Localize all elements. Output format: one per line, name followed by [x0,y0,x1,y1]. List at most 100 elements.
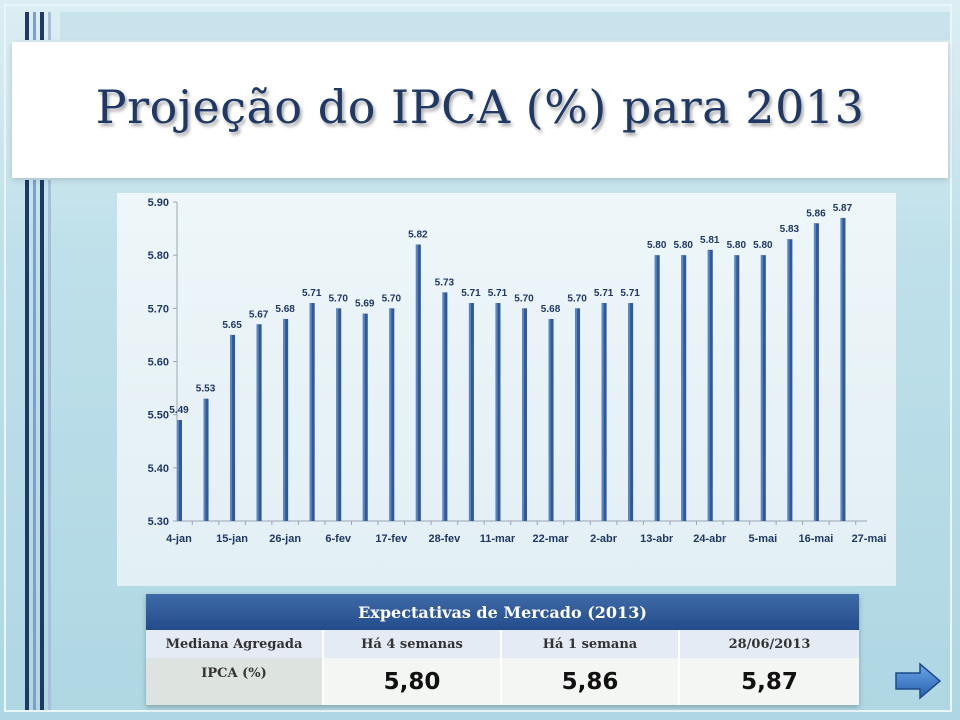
bar-highlight [442,292,445,521]
bar [389,308,395,521]
data-label: 5.82 [408,230,428,241]
bar-highlight [283,318,286,521]
data-label: 5.81 [700,235,720,246]
x-tick-label: 2-abr [590,533,618,545]
bar [575,308,581,521]
bar [813,223,819,521]
column-header: Há 1 semana [502,630,680,658]
bar-highlight [840,217,843,521]
decor-stripe [40,180,44,710]
data-label: 5.68 [541,304,561,315]
x-tick-label: 16-mai [798,533,833,545]
x-tick-label: 28-fev [428,533,461,545]
table-row: IPCA (%) 5,80 5,86 5,87 [146,658,859,705]
slide-title: Projeção do IPCA (%) para 2013 [95,80,865,134]
slide-frame [4,4,952,712]
bar [548,318,554,521]
bar-highlight [309,303,312,521]
bar [256,324,262,521]
bar-highlight [468,303,471,521]
data-label: 5.71 [488,288,508,299]
data-label: 5.70 [382,293,402,304]
table-column-headers: Mediana Agregada Há 4 semanas Há 1 seman… [146,630,859,658]
x-tick-label: 15-jan [216,533,248,545]
data-label: 5.83 [780,224,800,235]
bar-highlight [575,308,578,521]
bar [628,303,634,521]
x-tick-label: 5-mai [748,533,777,545]
decor-stripe [25,180,29,710]
bar [442,292,448,521]
bar-highlight [256,324,259,521]
y-tick-label: 5.50 [148,410,169,422]
decor-stripe [33,180,36,710]
data-label: 5.73 [435,277,455,288]
decor-stripe [60,12,950,40]
table-cell-value: 5,86 [502,658,680,705]
next-arrow-icon[interactable] [894,662,942,700]
bar [495,303,501,521]
bar [654,255,660,521]
ipca-bar-chart: 5.30 5.40 5.50 5.60 5.70 5.80 5.90 5.49 5.53 5.65… [148,197,887,545]
bar-highlight [787,239,790,521]
bar-highlight [813,223,816,521]
table-header: Expectativas de Mercado (2013) [146,594,859,630]
bar-highlight [203,398,206,521]
bar-highlight [760,255,763,521]
decor-stripe [25,12,29,40]
x-tick-label: 26-jan [269,533,301,545]
decor-stripe [40,12,44,40]
data-label: 5.71 [302,288,322,299]
bar-highlight [734,255,737,521]
x-tick-label: 17-fev [375,533,408,545]
x-tick-label: 11-mar [480,533,516,545]
chart-area: 5.30 5.40 5.50 5.60 5.70 5.80 5.90 5.49 5.53 5.65… [117,193,896,586]
bar [309,303,315,521]
data-label: 5.70 [328,293,348,304]
decor-stripe [33,12,36,40]
bar [787,239,793,521]
bar [734,255,740,521]
expectations-table: Expectativas de Mercado (2013) Mediana A… [146,594,859,705]
bar [362,313,368,521]
x-tick-label: 27-mai [852,533,887,545]
data-label: 5.80 [727,240,747,251]
x-tick-label: 24-abr [693,533,727,545]
y-tick-label: 5.30 [148,516,169,528]
data-label: 5.71 [620,288,640,299]
data-label: 5.65 [222,320,242,331]
column-header: Mediana Agregada [146,630,324,658]
column-header: Há 4 semanas [324,630,502,658]
data-label: 5.49 [169,405,189,416]
data-label: 5.71 [594,288,614,299]
bar-highlight [654,255,657,521]
bar-highlight [336,308,339,521]
bar-highlight [707,249,710,521]
bar [177,419,182,521]
y-tick-label: 5.80 [148,250,169,262]
bar [681,255,687,521]
table-cell-value: 5,80 [324,658,502,705]
data-label: 5.86 [806,208,826,219]
bar-highlight [522,308,524,521]
y-tick-label: 5.70 [148,303,169,315]
bar [336,308,342,521]
y-tick-label: 5.90 [148,197,169,209]
x-tick-label: 6-fev [325,533,352,545]
data-label: 5.69 [355,299,375,310]
bar-highlight [389,308,392,521]
data-label: 5.70 [514,293,534,304]
data-label: 5.68 [275,304,295,315]
data-label: 5.71 [461,288,481,299]
x-tick-label: 4-jan [166,533,192,545]
data-label: 5.80 [753,240,773,251]
bar [601,303,607,521]
bar [203,398,209,521]
x-tick-label: 13-abr [640,533,674,545]
column-header: 28/06/2013 [728,636,811,652]
bar-highlight [681,255,684,521]
bar [415,244,421,521]
row-label: IPCA (%) [146,658,324,705]
table-cell-value: 5,87 [680,658,859,705]
